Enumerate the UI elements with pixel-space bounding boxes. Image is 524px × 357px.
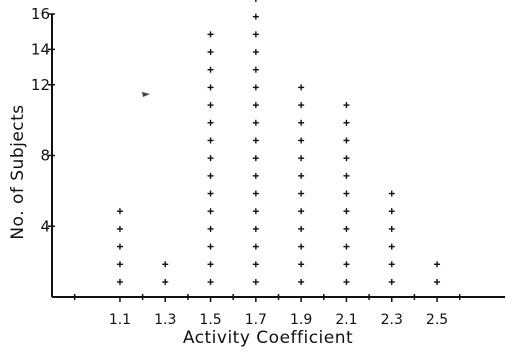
data-point-plus [207,31,214,38]
axes [48,13,505,302]
data-point-plus [434,278,441,285]
data-point-plus [252,261,259,268]
data-point-plus [388,278,395,285]
data-point-plus [252,155,259,162]
data-point-plus [252,137,259,144]
data-point-plus [252,84,259,91]
data-point-plus [343,102,350,109]
data-point-plus [252,172,259,179]
data-point-plus [343,225,350,232]
data-point-plus [207,84,214,91]
data-point-plus [252,190,259,197]
data-point-plus [343,261,350,268]
data-point-plus [388,208,395,215]
data-point-plus [207,278,214,285]
data-point-plus [207,66,214,73]
axis-labels: Activity Coefficient No. of Subjects 4 8 1… [8,5,448,348]
data-point-plus [116,278,123,285]
data-point-plus [298,208,305,215]
data-point-plus [116,208,123,215]
data-point-plus [207,208,214,215]
data-point-plus [207,155,214,162]
x-tick-label: 2.3 [381,312,403,328]
data-point-plus [162,278,169,285]
data-point-plus [252,119,259,126]
data-point-plus [343,155,350,162]
data-point-plus [343,278,350,285]
data-point-plus [252,278,259,285]
data-point-plus [255,0,257,2]
data-point-plus [207,49,214,56]
data-point-plus [162,261,169,268]
data-point-plus [298,225,305,232]
x-tick-label: 1.5 [199,312,221,328]
data-point-plus [388,190,395,197]
data-point-plus [252,66,259,73]
data-point-plus [343,172,350,179]
x-axis-title: Activity Coefficient [183,328,353,348]
data-point-plus [252,49,259,56]
data-point-plus [298,261,305,268]
x-tick-label: 2.5 [426,312,448,328]
data-point-plus [388,261,395,268]
x-tick-label: 1.1 [109,312,131,328]
y-tick-label: 14 [31,40,50,58]
x-tick-label: 2.1 [335,312,357,328]
x-tick-label: 1.3 [154,312,176,328]
data-point-plus [252,31,259,38]
y-tick-label: 16 [31,5,50,23]
data-point-plus [388,225,395,232]
plot-marks [116,0,441,285]
data-point-plus [207,190,214,197]
y-tick-label: 8 [40,147,50,165]
y-tick-label: 4 [40,217,50,235]
x-tick-label: 1.9 [290,312,312,328]
data-point-plus [207,261,214,268]
y-tick-label: 12 [31,76,50,94]
data-point-plus [207,225,214,232]
data-point-plus [252,243,259,250]
data-point-plus [207,119,214,126]
data-point-plus [207,102,214,109]
x-tick-label: 1.7 [245,312,267,328]
data-point-plus [343,137,350,144]
data-point-plus [207,172,214,179]
data-point-plus [388,243,395,250]
data-point-plus [207,243,214,250]
data-point-plus [298,155,305,162]
data-point-plus [298,137,305,144]
data-point-plus [252,102,259,109]
data-point-plus [343,190,350,197]
scan-artifact-mark [142,92,150,97]
data-point-plus [298,102,305,109]
data-point-plus [434,261,441,268]
data-point-plus [343,208,350,215]
data-point-plus [252,225,259,232]
data-point-plus [298,278,305,285]
data-point-plus [343,243,350,250]
data-point-plus [298,172,305,179]
data-point-plus [252,208,259,215]
data-point-plus [298,84,305,91]
data-point-plus [116,243,123,250]
data-point-plus [343,119,350,126]
data-point-plus [298,243,305,250]
data-point-plus [116,225,123,232]
y-axis-title: No. of Subjects [8,104,28,239]
data-point-plus [298,190,305,197]
data-point-plus [252,13,259,20]
data-point-plus [116,261,123,268]
data-point-plus [207,137,214,144]
data-point-plus [298,119,305,126]
